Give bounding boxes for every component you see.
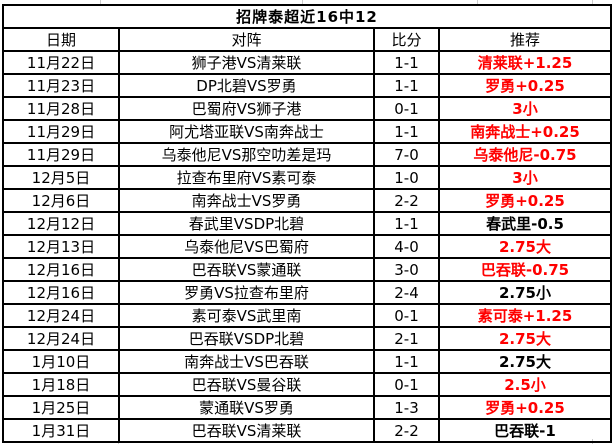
grid-line-stub [477,0,478,5]
date-cell: 12月16日 [2,280,120,305]
tip-cell: 2.75大 [438,349,612,374]
tip-cell: 3小 [438,96,612,121]
score-cell: 0-1 [373,96,440,121]
date-cell: 11月29日 [2,142,120,167]
column-header-tip: 推荐 [438,27,612,52]
tip-cell: 2.75大 [438,234,612,259]
match-cell: 素可泰VS武里南 [118,303,375,328]
score-cell: 4-0 [373,234,440,259]
score-cell: 0-1 [373,372,440,397]
match-cell: DP北碧VS罗勇 [118,73,375,98]
date-cell: 11月23日 [2,73,120,98]
match-cell: 乌泰他尼VS巴蜀府 [118,234,375,259]
match-cell: 巴吞联VS清莱联 [118,418,375,443]
score-cell: 1-1 [373,211,440,236]
match-cell: 蒙通联VS罗勇 [118,395,375,420]
score-cell: 1-0 [373,165,440,190]
table-row: 11月29日 阿尤塔亚联VS南奔战士 1-1 南奔战士+0.25 [2,119,612,144]
tip-cell: 2.5小 [438,372,612,397]
column-header-match: 对阵 [118,27,375,52]
column-header-score: 比分 [373,27,440,52]
date-cell: 1月10日 [2,349,120,374]
table-row: 1月31日 巴吞联VS清莱联 2-2 巴吞联-1 [2,418,612,443]
table-row: 12月13日 乌泰他尼VS巴蜀府 4-0 2.75大 [2,234,612,259]
date-cell: 12月24日 [2,303,120,328]
tip-cell: 春武里-0.5 [438,211,612,236]
table-row: 12月16日 巴吞联VS蒙通联 3-0 巴吞联-0.75 [2,257,612,282]
date-cell: 12月24日 [2,326,120,351]
tip-cell: 素可泰+1.25 [438,303,612,328]
score-cell: 0-1 [373,303,440,328]
table-row: 11月23日 DP北碧VS罗勇 1-1 罗勇+0.25 [2,73,612,98]
title-row: 招牌泰超近16中12 [2,4,612,29]
date-cell: 1月31日 [2,418,120,443]
match-cell: 狮子港VS清莱联 [118,50,375,75]
tip-cell: 罗勇+0.25 [438,395,612,420]
match-cell: 巴吞联VSDP北碧 [118,326,375,351]
date-cell: 12月12日 [2,211,120,236]
date-cell: 1月18日 [2,372,120,397]
tip-cell: 2.75小 [438,280,612,305]
header-row: 日期 对阵 比分 推荐 [2,27,612,52]
table-row: 11月28日 巴蜀府VS狮子港 0-1 3小 [2,96,612,121]
tip-cell: 3小 [438,165,612,190]
date-cell: 11月22日 [2,50,120,75]
match-cell: 罗勇VS拉查布里府 [118,280,375,305]
page-title: 招牌泰超近16中12 [2,4,612,29]
table-body: 11月22日 狮子港VS清莱联 1-1 清莱联+1.25 11月23日 DP北碧… [2,50,612,443]
tip-cell: 巴吞联-0.75 [438,257,612,282]
match-cell: 阿尤塔亚联VS南奔战士 [118,119,375,144]
date-cell: 1月25日 [2,395,120,420]
match-cell: 乌泰他尼VS那空叻差是玛 [118,142,375,167]
tip-cell: 罗勇+0.25 [438,188,612,213]
table-row: 12月12日 春武里VSDP北碧 1-1 春武里-0.5 [2,211,612,236]
grid-line-stub [302,0,303,5]
score-cell: 2-2 [373,418,440,443]
grid-line-stub [100,0,101,5]
score-cell: 2-1 [373,326,440,351]
match-cell: 巴吞联VS曼谷联 [118,372,375,397]
date-cell: 12月13日 [2,234,120,259]
date-cell: 12月5日 [2,165,120,190]
match-cell: 拉查布里府VS素可泰 [118,165,375,190]
table-row: 1月10日 南奔战士VS巴吞联 1-1 2.75大 [2,349,612,374]
match-cell: 春武里VSDP北碧 [118,211,375,236]
table-row: 12月16日 罗勇VS拉查布里府 2-4 2.75小 [2,280,612,305]
score-cell: 7-0 [373,142,440,167]
score-cell: 2-2 [373,188,440,213]
table-row: 12月6日 南奔战士VS罗勇 2-2 罗勇+0.25 [2,188,612,213]
match-cell: 南奔战士VS罗勇 [118,188,375,213]
tip-cell: 2.75大 [438,326,612,351]
tip-cell: 清莱联+1.25 [438,50,612,75]
score-cell: 1-1 [373,119,440,144]
table-row: 11月29日 乌泰他尼VS那空叻差是玛 7-0 乌泰他尼-0.75 [2,142,612,167]
table-row: 12月24日 素可泰VS武里南 0-1 素可泰+1.25 [2,303,612,328]
match-cell: 南奔战士VS巴吞联 [118,349,375,374]
column-header-date: 日期 [2,27,120,52]
tip-cell: 罗勇+0.25 [438,73,612,98]
table-row: 1月25日 蒙通联VS罗勇 1-3 罗勇+0.25 [2,395,612,420]
record-table: 招牌泰超近16中12 日期 对阵 比分 推荐 11月22日 狮子港VS清莱联 1… [2,4,612,443]
score-cell: 1-1 [373,50,440,75]
tip-cell: 南奔战士+0.25 [438,119,612,144]
score-cell: 2-4 [373,280,440,305]
tip-cell: 乌泰他尼-0.75 [438,142,612,167]
date-cell: 11月28日 [2,96,120,121]
table-row: 11月22日 狮子港VS清莱联 1-1 清莱联+1.25 [2,50,612,75]
match-cell: 巴蜀府VS狮子港 [118,96,375,121]
score-cell: 3-0 [373,257,440,282]
tip-cell: 巴吞联-1 [438,418,612,443]
date-cell: 12月16日 [2,257,120,282]
score-cell: 1-1 [373,349,440,374]
date-cell: 12月6日 [2,188,120,213]
date-cell: 11月29日 [2,119,120,144]
table-row: 12月24日 巴吞联VSDP北碧 2-1 2.75大 [2,326,612,351]
grid-line-stub [592,0,593,5]
table-row: 12月5日 拉查布里府VS素可泰 1-0 3小 [2,165,612,190]
score-cell: 1-1 [373,73,440,98]
table-row: 1月18日 巴吞联VS曼谷联 0-1 2.5小 [2,372,612,397]
score-cell: 1-3 [373,395,440,420]
match-cell: 巴吞联VS蒙通联 [118,257,375,282]
